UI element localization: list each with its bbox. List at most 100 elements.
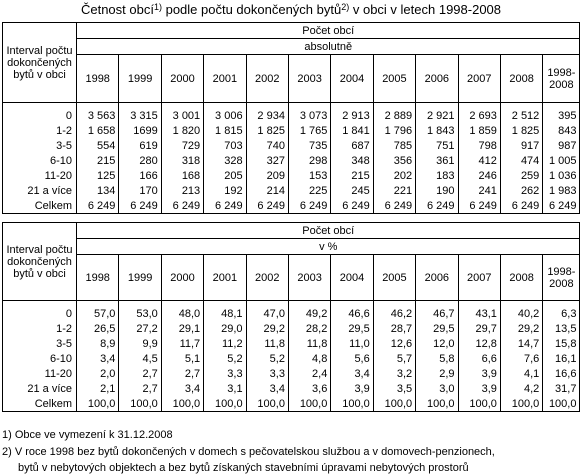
data-row: 1-2 26,5 27,2 29,1 29,0 29,2 28,2 29,5 28,7 29,5 2… [2,321,581,336]
data-row: 3-5 8,9 9,9 11,7 11,2 11,8 11,8 11,0 12,6 12,0 12,… [2,336,581,351]
column-header: 1998-2008 [542,54,581,103]
column-header: 2002 [245,254,289,301]
cell: 729 [160,138,205,153]
data-row: 11-20 125 166 168 205 209 153 215 202 183 246 259 1 … [2,168,581,183]
cell: 202 [372,168,417,183]
cell: 5,1 [160,351,205,366]
cell: 6 249 [75,198,120,214]
cell: 100,0 [287,396,332,412]
cell: 168 [160,168,205,183]
title: Četnost obcí1) podle počtu dokončených b… [0,2,582,17]
data-row: 3-5 554 619 729 703 740 735 687 785 751 798 917 987 [2,138,581,153]
cell: 3,3 [245,366,289,381]
cell: 554 [75,138,120,153]
cell: 1 983 [542,183,581,198]
cell: 2,7 [118,366,162,381]
cell: 29,5 [330,321,374,336]
cell: 215 [75,153,120,168]
data-row: 21 a více 134 170 213 192 214 225 245 221 190 241 2… [2,183,581,198]
cell: 153 [287,168,332,183]
cell: 361 [415,153,459,168]
cell: 735 [287,138,332,153]
cell: 48,1 [203,300,247,321]
cell: 6,6 [457,351,501,366]
cell: 245 [330,183,374,198]
column-header: 2001 [203,54,247,103]
cell: 221 [372,183,417,198]
cell: 3,0 [415,381,459,396]
unit-header: absolutně [75,38,581,55]
cell: 29,1 [160,321,205,336]
header-row: Interval počtu dokončených bytů v obci Po… [2,22,581,103]
cell: 28,2 [287,321,332,336]
cell: 205 [203,168,247,183]
row-label: 6-10 [2,153,77,168]
cell: 6 249 [245,198,289,214]
cell: 15,8 [542,336,581,351]
cell: 11,8 [245,336,289,351]
title-text: Četnost obcí [80,2,154,17]
cell: 6 249 [287,198,332,214]
cell: 2 913 [330,102,374,123]
cell: 1 843 [415,123,459,138]
cell: 1 036 [542,168,581,183]
column-header: 2000 [160,54,205,103]
cell: 166 [118,168,162,183]
cell: 3 001 [160,102,205,123]
footnote: 2) V roce 1998 bez bytů dokončených v do… [2,446,495,458]
cell: 1 658 [75,123,120,138]
cell: 12,0 [415,336,459,351]
column-header: 2000 [160,254,205,301]
group-header: Počet obcí [75,22,581,39]
cell: 225 [287,183,332,198]
cell: 49,2 [287,300,332,321]
cell: 395 [542,102,581,123]
cell: 241 [457,183,501,198]
cell: 259 [499,168,544,183]
cell: 12,6 [372,336,417,351]
data-row: 1-2 1 658 1699 1 820 1 815 1 825 1 765 1 841 1 7… [2,123,581,138]
cell: 327 [245,153,289,168]
cell: 100,0 [203,396,247,412]
cell: 1 825 [245,123,289,138]
cell: 100,0 [118,396,162,412]
cell: 29,0 [203,321,247,336]
cell: 209 [245,168,289,183]
cell: 3 563 [75,102,120,123]
cell: 3,9 [457,366,501,381]
cell: 412 [457,153,501,168]
cell: 14,7 [499,336,544,351]
cell: 6 249 [457,198,501,214]
row-label: 1-2 [2,321,77,336]
column-header: 1999 [118,254,162,301]
cell: 13,5 [542,321,581,336]
cell: 262 [499,183,544,198]
cell: 11,7 [160,336,205,351]
cell: 4,5 [118,351,162,366]
cell: 619 [118,138,162,153]
cell: 356 [372,153,417,168]
row-label: 21 a více [2,183,77,198]
cell: 213 [160,183,205,198]
cell: 687 [330,138,374,153]
cell: 298 [287,153,332,168]
cell: 3 006 [203,102,247,123]
cell: 9,9 [118,336,162,351]
cell: 46,7 [415,300,459,321]
cell: 280 [118,153,162,168]
row-label: 0 [2,102,77,123]
header-row: v % [3,238,581,255]
cell: 2,9 [415,366,459,381]
column-header: 2002 [245,54,289,103]
cell: 12,8 [457,336,501,351]
row-label: 3-5 [2,138,77,153]
data-row: 21 a více 2,1 2,7 3,4 3,1 3,4 3,6 3,9 3,5 3,0 3,9 4… [2,381,581,396]
cell: 3,4 [75,351,120,366]
cell: 29,2 [245,321,289,336]
footnote: 1) Obce ve vymezení k 31.12.2008 [2,429,173,441]
cell: 100,0 [330,396,374,412]
cell: 1 825 [499,123,544,138]
cell: 170 [118,183,162,198]
